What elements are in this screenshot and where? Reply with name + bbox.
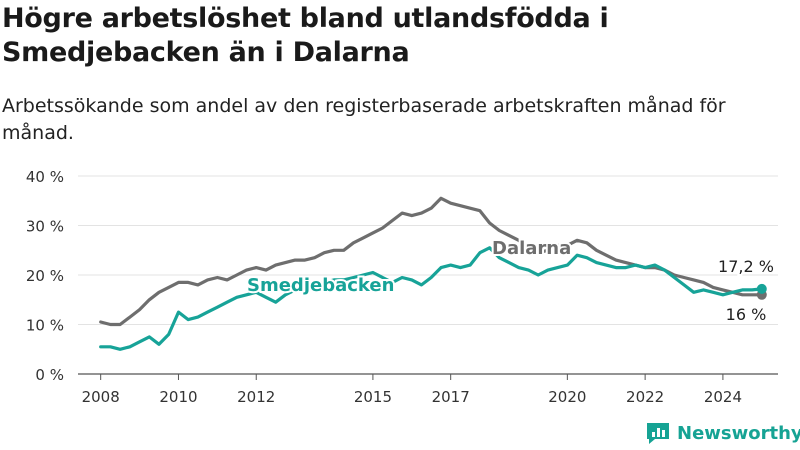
y-tick-label: 0 %	[35, 366, 64, 384]
y-tick-label: 20 %	[26, 267, 64, 285]
series-labels: Dalarna Smedjebacken 17,2 % 16 %	[245, 236, 776, 326]
x-tick-label: 2012	[237, 388, 275, 406]
series-line-dalarna	[99, 196, 764, 327]
series-name-label: Dalarna	[492, 238, 571, 259]
newsworthy-brand[interactable]: Newsworthy	[645, 419, 800, 447]
y-tick-label: 40 %	[26, 168, 64, 186]
grid-layer	[78, 175, 778, 375]
x-tick-label: 2010	[159, 388, 197, 406]
end-value-label: 17,2 %	[718, 257, 774, 276]
series-line-smedjebacken	[99, 246, 764, 351]
series-layer	[99, 196, 767, 351]
x-tick-label: 2017	[432, 388, 470, 406]
chart-title: Högre arbetslöshet bland utlandsfödda i …	[2, 3, 609, 68]
y-tick-label: 10 %	[26, 317, 64, 335]
brand-name: Newsworthy	[677, 422, 800, 444]
x-tick-label: 2020	[548, 388, 586, 406]
y-tick-label: 30 %	[26, 218, 64, 236]
series-endpoint-smedjebacken	[756, 283, 767, 294]
x-axis: 2008 2010 2012 2015 2017 2020 2022 2024	[82, 374, 742, 406]
end-value-label: 16 %	[726, 305, 767, 324]
chart-subtitle: Arbetssökande som andel av den registerb…	[2, 95, 726, 144]
newsworthy-logo-icon	[647, 423, 669, 444]
x-tick-label: 2015	[354, 388, 392, 406]
x-tick-label: 2024	[704, 388, 742, 406]
series-name-label: Smedjebacken	[247, 275, 394, 296]
x-tick-label: 2022	[626, 388, 664, 406]
y-axis: 0 % 10 % 20 % 30 % 40 %	[26, 168, 64, 384]
x-tick-label: 2008	[82, 388, 120, 406]
